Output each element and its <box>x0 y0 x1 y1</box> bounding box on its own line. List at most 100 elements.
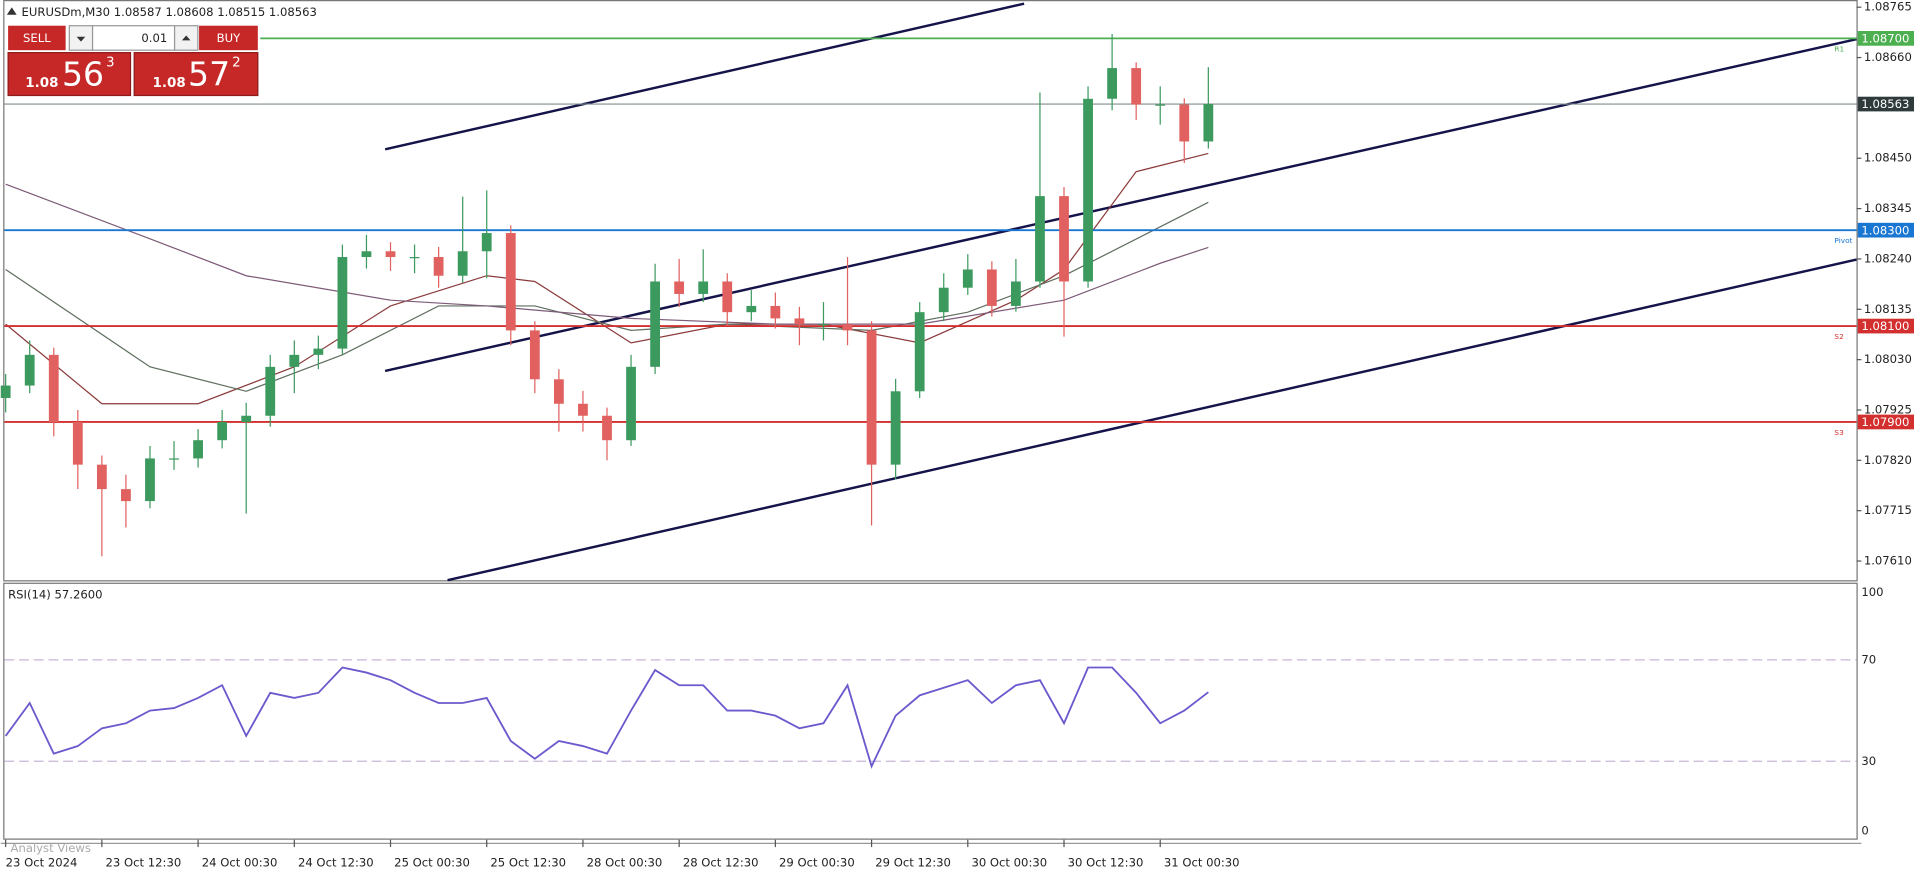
symbol: EURUSDm,M30 <box>22 5 111 19</box>
candle-body <box>770 305 781 319</box>
level-label-box <box>1857 318 1915 334</box>
y-tick-label: 1.08660 <box>1864 50 1912 64</box>
candle-body <box>265 366 276 416</box>
trend-line <box>384 2 1025 151</box>
buy-button[interactable] <box>199 25 258 51</box>
candle-body <box>962 269 973 288</box>
x-tick-label: 29 Oct 12:30 <box>875 855 951 869</box>
collapse-icon[interactable] <box>6 7 17 15</box>
up-arrow <box>181 35 191 41</box>
candle-body <box>96 464 107 490</box>
candle-body <box>1203 104 1214 142</box>
candle-body <box>1083 98 1093 282</box>
y-tick-label: 1.08345 <box>1864 201 1912 215</box>
rsi-tick-label: 70 <box>1861 652 1876 666</box>
level-name: R1 <box>1834 44 1844 53</box>
x-tick-label: 31 Oct 00:30 <box>1164 855 1240 869</box>
sell-big: 1.08 <box>25 76 58 91</box>
candle-body <box>722 281 733 313</box>
candle-body <box>121 489 131 502</box>
sell-button[interactable] <box>8 25 66 51</box>
y-tick-label: 1.08030 <box>1864 352 1912 366</box>
x-tick-label: 25 Oct 00:30 <box>394 855 470 869</box>
level-name: S3 <box>1834 428 1844 437</box>
level-label-box <box>1857 96 1915 112</box>
candle-body <box>1011 281 1021 306</box>
candle-body <box>48 354 59 422</box>
y-tick-label: 1.08450 <box>1864 151 1912 165</box>
candle-body <box>72 421 83 465</box>
rsi-tick-label: 30 <box>1861 754 1876 768</box>
candle-body <box>818 324 829 326</box>
candle-body <box>385 251 396 258</box>
level-label: 1.08100 <box>1861 319 1909 333</box>
candle-body <box>313 348 324 355</box>
candle-body <box>914 312 925 392</box>
rsi-line <box>4 666 1209 769</box>
candle-body <box>674 281 685 294</box>
candle-body <box>409 257 420 259</box>
buy-price-box[interactable] <box>133 52 259 97</box>
candle-body <box>746 305 757 313</box>
main-pane <box>3 0 1858 582</box>
candle-body <box>457 251 468 276</box>
level-label: 1.07900 <box>1861 415 1909 429</box>
level-label-box <box>1857 31 1915 46</box>
candle-body <box>481 233 492 252</box>
level-label-box <box>1857 222 1915 238</box>
x-tick-label: 30 Oct 00:30 <box>971 855 1047 869</box>
quote-close: 1.08563 <box>269 5 317 19</box>
volume-input[interactable] <box>91 25 176 51</box>
candle-body <box>602 415 612 441</box>
down-arrow <box>76 36 86 42</box>
footer-tab[interactable]: Analyst Views <box>11 841 91 855</box>
y-tick-label: 1.08765 <box>1864 0 1912 14</box>
rsi-tick-label: 100 <box>1861 585 1883 599</box>
trend-line <box>384 37 1857 373</box>
candle-body <box>0 385 11 399</box>
level-name: Pivot <box>1834 236 1852 245</box>
candle-body <box>289 354 300 367</box>
rsi-title: RSI(14) 57.2600 <box>8 587 102 601</box>
candle-body <box>1059 196 1069 282</box>
candle-body <box>433 257 444 276</box>
sell-price-box[interactable] <box>7 52 132 97</box>
candle-body <box>1155 104 1166 106</box>
rsi-pane <box>3 582 1858 840</box>
candle-body <box>1179 104 1190 142</box>
x-tick-label: 30 Oct 12:30 <box>1068 855 1144 869</box>
x-tick-label: 23 Oct 2024 <box>6 855 78 869</box>
candle-body <box>866 330 877 465</box>
quote-header: EURUSDm,M30 1.08587 1.08608 1.08515 1.08… <box>22 5 317 19</box>
buy-big: 1.08 <box>153 76 186 91</box>
x-tick-label: 28 Oct 12:30 <box>683 855 759 869</box>
candle-body <box>890 391 901 465</box>
sell-point: 3 <box>106 55 115 70</box>
candle-body <box>986 269 997 306</box>
sell-pips: 56 <box>62 54 104 93</box>
rsi-tick-label: 0 <box>1861 824 1868 838</box>
level-name: S2 <box>1834 332 1843 341</box>
volume: 0.01 <box>141 31 167 45</box>
candle-body <box>698 281 709 294</box>
candle-body <box>361 251 372 258</box>
buy-label: BUY <box>217 31 241 45</box>
candle-body <box>217 421 228 441</box>
quote-low: 1.08515 <box>217 5 265 19</box>
buy-pips: 57 <box>188 54 230 93</box>
candle-body <box>1107 68 1118 99</box>
moving-average <box>5 152 1209 405</box>
quote-high: 1.08608 <box>165 5 213 19</box>
x-tick-label: 29 Oct 00:30 <box>779 855 855 869</box>
candle-body <box>529 330 540 380</box>
level-label: 1.08300 <box>1861 223 1909 237</box>
trade-panel: SELL 0.01 BUY 1.08 56 3 1.08 57 2 <box>7 25 259 97</box>
candle-body <box>1035 196 1045 282</box>
level-label: 1.08563 <box>1861 97 1909 111</box>
x-tick-label: 23 Oct 12:30 <box>106 855 182 869</box>
candle-body <box>193 440 203 459</box>
